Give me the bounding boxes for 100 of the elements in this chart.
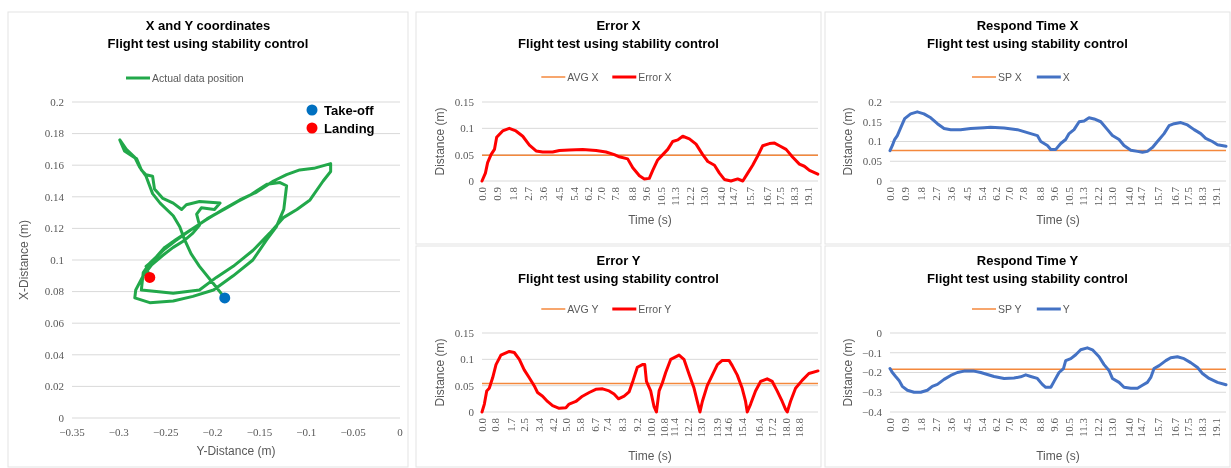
y-tick-label: 0.18 bbox=[44, 127, 65, 140]
x-tick-label: 5.8 bbox=[573, 417, 586, 432]
x-tick-label: 11.3 bbox=[1076, 417, 1089, 437]
x-tick-label: 19.1 bbox=[1209, 418, 1222, 438]
x-tick-label: 17.2 bbox=[766, 418, 779, 438]
x-tick-label: 13.0 bbox=[1105, 186, 1118, 207]
line-series bbox=[480, 126, 820, 183]
y-tick-label: 0.06 bbox=[44, 317, 65, 330]
y-tick-label: 0.15 bbox=[862, 115, 883, 128]
x-tick-label: 13.0 bbox=[1105, 417, 1118, 438]
x-axis-title: Time (s) bbox=[1036, 213, 1080, 227]
x-tick-label: 0.0 bbox=[883, 186, 896, 201]
line-series bbox=[118, 138, 333, 305]
x-tick-label: 15.7 bbox=[743, 186, 756, 207]
x-tick-label: 3.6 bbox=[537, 186, 550, 201]
x-tick-label: 18.8 bbox=[793, 417, 806, 438]
x-tick-label: 12.2 bbox=[683, 187, 696, 207]
x-tick-label: 13.0 bbox=[697, 186, 710, 207]
x-tick-label: 0.8 bbox=[489, 417, 502, 432]
legend-label: Error X bbox=[638, 70, 672, 83]
y-tick-label: 0.1 bbox=[50, 253, 64, 266]
y-tick-label: 0.12 bbox=[44, 222, 64, 235]
x-tick-label: 8.8 bbox=[1033, 186, 1046, 201]
chart-title: X and Y coordinates bbox=[145, 18, 271, 33]
x-tick-label: 7.8 bbox=[1016, 417, 1029, 432]
x-tick-label: 3.6 bbox=[945, 186, 958, 201]
x-tick-label: 1.7 bbox=[504, 417, 517, 432]
x-tick-label: 9.2 bbox=[631, 418, 644, 432]
y-tick-label: 0.05 bbox=[454, 379, 475, 392]
x-tick-label: 19.1 bbox=[1209, 187, 1222, 207]
x-tick-label: 16.4 bbox=[752, 417, 765, 438]
x-tick-label: −0.2 bbox=[202, 426, 223, 438]
x-tick-label: 5.4 bbox=[975, 417, 988, 432]
x-tick-label: 12.2 bbox=[681, 418, 694, 438]
x-tick-label: 15.4 bbox=[735, 417, 748, 438]
x-tick-label: 5.4 bbox=[975, 186, 988, 201]
x-tick-label: 17.5 bbox=[1182, 186, 1195, 207]
x-tick-label: 7.0 bbox=[595, 186, 608, 201]
x-tick-label: 10.8 bbox=[658, 417, 671, 438]
x-tick-label: 0.0 bbox=[475, 186, 488, 201]
x-tick-label: 9.6 bbox=[639, 186, 652, 201]
x-tick-label: 15.7 bbox=[1151, 417, 1164, 438]
x-tick-label: −0.15 bbox=[246, 426, 273, 438]
legend-label: AVG Y bbox=[567, 302, 599, 315]
x-axis-title: Time (s) bbox=[628, 213, 672, 227]
y-tick-label: 0.15 bbox=[454, 95, 475, 108]
x-tick-label: 0.9 bbox=[899, 186, 912, 201]
x-tick-label: 4.5 bbox=[960, 417, 973, 432]
legend-label: Error Y bbox=[638, 302, 672, 315]
y-tick-label: 0.08 bbox=[44, 285, 65, 298]
x-tick-label: 16.7 bbox=[1168, 186, 1181, 207]
y-tick-label: 0.05 bbox=[454, 148, 475, 161]
x-tick-label: 18.0 bbox=[779, 417, 792, 438]
x-tick-label: 13.9 bbox=[710, 417, 723, 438]
x-axis-title: Y-Distance (m) bbox=[196, 444, 276, 458]
x-tick-label: −0.1 bbox=[296, 426, 317, 438]
line-series bbox=[480, 349, 820, 414]
x-tick-label: 12.2 bbox=[1091, 418, 1104, 438]
x-tick-label: 5.4 bbox=[567, 186, 580, 201]
legend-label: Y bbox=[1062, 302, 1070, 315]
y-tick-label: −0.2 bbox=[862, 366, 882, 379]
chart-subtitle: Flight test using stability control bbox=[927, 36, 1128, 51]
y-axis-title: Distance (m) bbox=[433, 338, 448, 407]
x-tick-label: 9.6 bbox=[1047, 417, 1060, 432]
chart-title: Respond Time X bbox=[976, 18, 1079, 33]
x-tick-label: 14.0 bbox=[1122, 417, 1135, 438]
chart-title: Error X bbox=[596, 18, 641, 33]
chart-title: Respond Time Y bbox=[976, 253, 1079, 268]
line-series bbox=[888, 110, 1228, 154]
legend-label: SP Y bbox=[998, 302, 1022, 315]
x-tick-label: 17.5 bbox=[774, 186, 787, 207]
x-tick-label: 1.8 bbox=[914, 186, 927, 201]
x-tick-label: 7.0 bbox=[1003, 186, 1016, 201]
x-tick-label: 13.0 bbox=[695, 417, 708, 438]
x-tick-label: 7.8 bbox=[1016, 186, 1029, 201]
y-tick-label: 0.2 bbox=[50, 95, 64, 108]
y-tick-label: −0.3 bbox=[862, 386, 883, 399]
x-tick-label: 10.5 bbox=[654, 186, 667, 207]
x-tick-label: −0.3 bbox=[108, 426, 130, 438]
legend-label: SP X bbox=[998, 70, 1022, 83]
y-tick-label: 0.15 bbox=[454, 326, 475, 339]
x-tick-label: 14.0 bbox=[1122, 186, 1135, 207]
x-tick-label: 8.8 bbox=[625, 186, 638, 201]
x-tick-label: 7.8 bbox=[608, 186, 621, 201]
legend-label: Actual data position bbox=[152, 71, 244, 84]
y-tick-label: 0.05 bbox=[862, 155, 883, 168]
x-tick-label: 4.5 bbox=[552, 186, 565, 201]
legend-label: Take-off bbox=[324, 102, 375, 118]
x-tick-label: 10.0 bbox=[644, 417, 657, 438]
x-tick-label: 0.9 bbox=[491, 186, 504, 201]
line-series bbox=[888, 346, 1228, 394]
y-tick-label: −0.1 bbox=[862, 346, 882, 359]
x-tick-label: 11.3 bbox=[1076, 186, 1089, 206]
x-tick-label: 11.4 bbox=[668, 417, 681, 437]
y-tick-label: −0.4 bbox=[862, 405, 883, 418]
x-tick-label: 2.7 bbox=[929, 186, 942, 201]
legend-label: Landing bbox=[324, 120, 375, 136]
x-tick-label: 7.4 bbox=[600, 417, 613, 432]
x-tick-label: 5.0 bbox=[560, 417, 573, 432]
x-tick-label: −0.25 bbox=[152, 426, 179, 438]
